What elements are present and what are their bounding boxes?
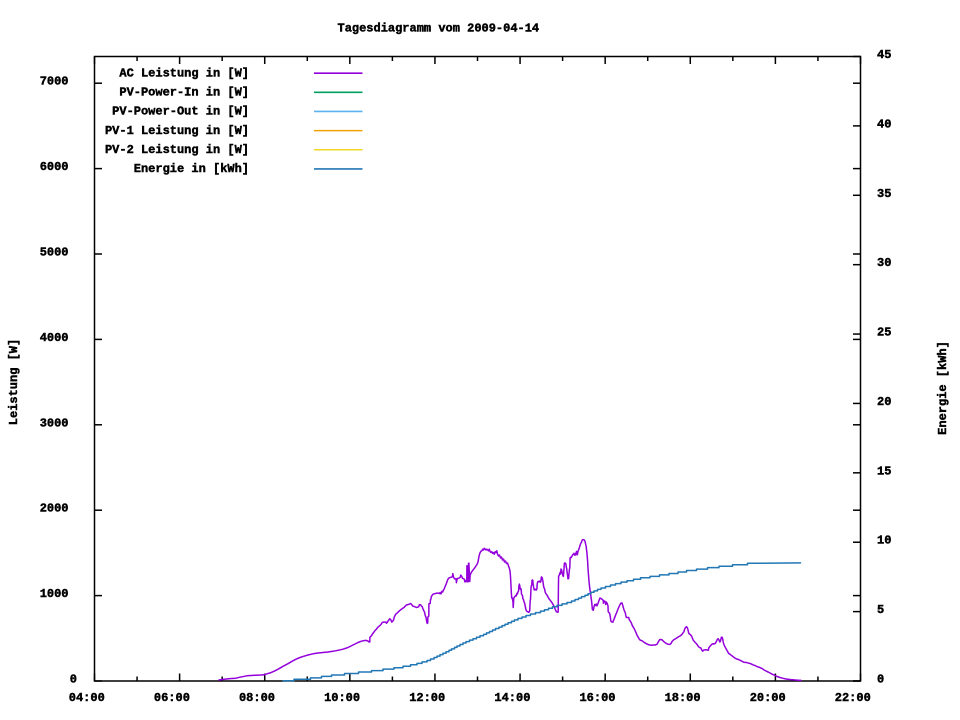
svg-text:25: 25 bbox=[877, 326, 891, 340]
svg-text:4000: 4000 bbox=[40, 331, 69, 345]
svg-text:0: 0 bbox=[877, 673, 884, 687]
svg-text:18:00: 18:00 bbox=[665, 691, 701, 705]
svg-text:Energie [kWh]: Energie [kWh] bbox=[936, 341, 950, 435]
svg-text:06:00: 06:00 bbox=[154, 691, 190, 705]
svg-text:30: 30 bbox=[877, 256, 891, 270]
svg-text:6000: 6000 bbox=[40, 160, 69, 174]
svg-text:08:00: 08:00 bbox=[239, 691, 275, 705]
svg-text:22:00: 22:00 bbox=[835, 691, 871, 705]
svg-text:AC Leistung in [W]: AC Leistung in [W] bbox=[119, 66, 249, 80]
svg-text:15: 15 bbox=[877, 464, 891, 478]
svg-text:20: 20 bbox=[877, 395, 891, 409]
svg-text:7000: 7000 bbox=[40, 75, 69, 89]
svg-text:20:00: 20:00 bbox=[750, 691, 786, 705]
svg-text:40: 40 bbox=[877, 117, 891, 131]
svg-text:35: 35 bbox=[877, 187, 891, 201]
svg-text:14:00: 14:00 bbox=[494, 691, 530, 705]
svg-text:5000: 5000 bbox=[40, 246, 69, 260]
svg-text:12:00: 12:00 bbox=[409, 691, 445, 705]
svg-text:Energie in [kWh]: Energie in [kWh] bbox=[134, 162, 249, 176]
svg-text:10:00: 10:00 bbox=[324, 691, 360, 705]
svg-text:PV-2 Leistung in [W]: PV-2 Leistung in [W] bbox=[105, 143, 249, 157]
svg-text:PV-Power-In in [W]: PV-Power-In in [W] bbox=[119, 86, 249, 100]
svg-text:PV-1 Leistung in [W]: PV-1 Leistung in [W] bbox=[105, 124, 249, 138]
svg-text:3000: 3000 bbox=[40, 416, 69, 430]
svg-text:1000: 1000 bbox=[40, 587, 69, 601]
svg-text:0: 0 bbox=[70, 673, 77, 687]
svg-text:Leistung [W]: Leistung [W] bbox=[7, 339, 21, 425]
svg-text:5: 5 bbox=[877, 603, 884, 617]
svg-text:2000: 2000 bbox=[40, 502, 69, 516]
svg-text:16:00: 16:00 bbox=[579, 691, 615, 705]
svg-text:04:00: 04:00 bbox=[69, 691, 105, 705]
svg-text:PV-Power-Out in [W]: PV-Power-Out in [W] bbox=[112, 105, 249, 119]
svg-text:45: 45 bbox=[877, 48, 891, 62]
svg-text:10: 10 bbox=[877, 534, 891, 548]
svg-text:Tagesdiagramm vom 2009-04-14: Tagesdiagramm vom 2009-04-14 bbox=[338, 22, 540, 36]
